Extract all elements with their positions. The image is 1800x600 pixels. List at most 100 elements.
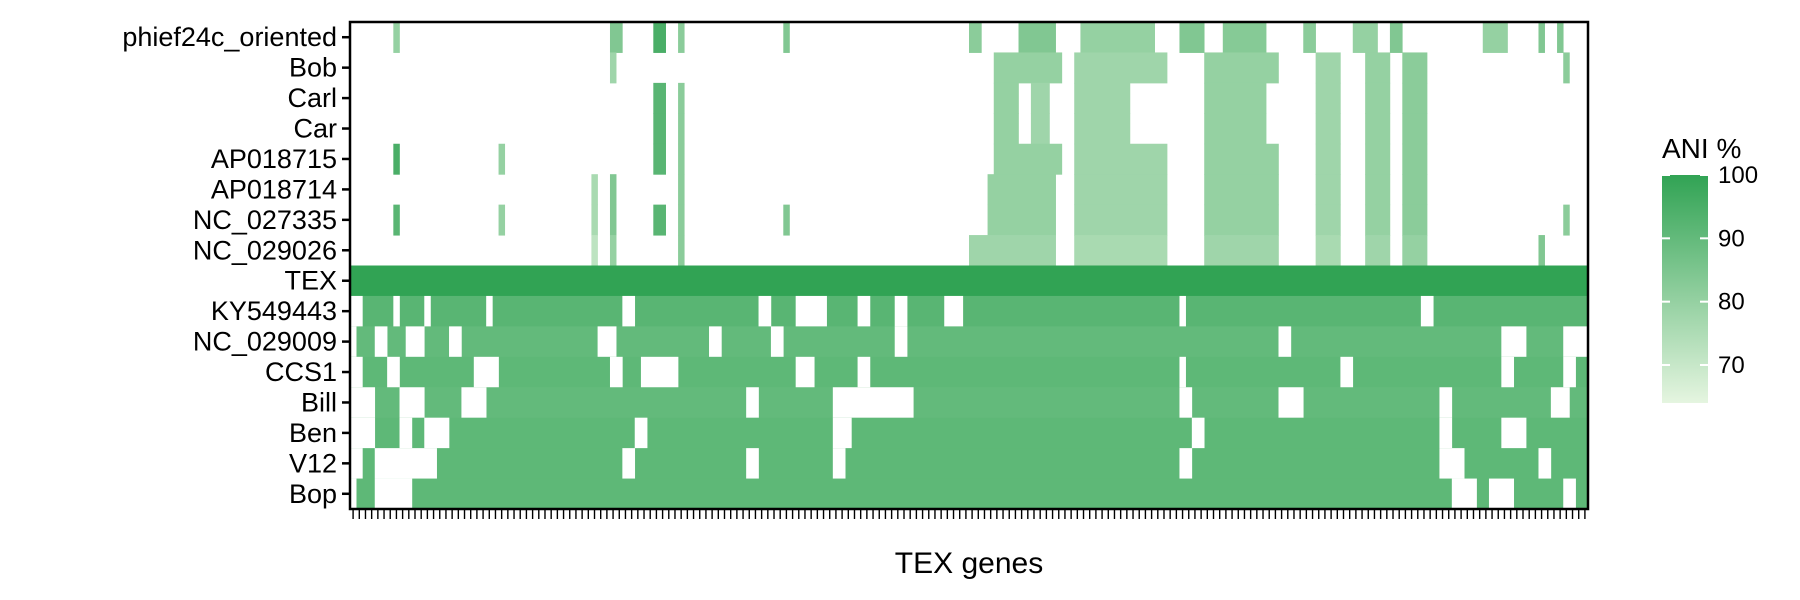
heatmap-cell bbox=[591, 174, 598, 206]
heatmap-cell bbox=[473, 356, 499, 388]
heatmap-cell bbox=[969, 22, 982, 53]
heatmap-cell bbox=[1402, 143, 1428, 175]
heatmap-cell bbox=[1074, 174, 1168, 206]
heatmap-cell bbox=[1315, 174, 1341, 206]
heatmap-cell bbox=[1365, 235, 1391, 266]
heatmap-cell bbox=[1439, 417, 1453, 449]
x-axis-ticks bbox=[352, 509, 1586, 519]
heatmap-cell bbox=[1451, 478, 1477, 510]
legend-tick-label: 100 bbox=[1718, 162, 1758, 189]
heatmap-cell bbox=[1402, 235, 1428, 266]
heatmap-cell bbox=[1439, 387, 1453, 419]
heatmap-row bbox=[350, 478, 1588, 510]
heatmap-cell bbox=[1315, 143, 1341, 175]
heatmap-cell bbox=[944, 295, 964, 327]
heatmap-cell bbox=[894, 295, 908, 327]
heatmap-cell bbox=[374, 448, 437, 480]
heatmap-cell bbox=[1204, 174, 1279, 206]
heatmap-cell bbox=[993, 82, 1019, 114]
heatmap-cell bbox=[486, 295, 493, 327]
heatmap-cell bbox=[894, 326, 908, 358]
heatmap-cell bbox=[1501, 326, 1527, 358]
heatmap-cell bbox=[993, 52, 1063, 84]
heatmap-cell bbox=[405, 326, 425, 358]
heatmap-cell bbox=[1420, 295, 1434, 327]
heatmap-row bbox=[350, 326, 1589, 358]
heatmap-cell bbox=[857, 356, 871, 388]
heatmap-cell bbox=[1030, 113, 1050, 145]
heatmap-cell bbox=[609, 356, 623, 388]
heatmap-cell bbox=[1365, 52, 1391, 84]
heatmap-cell bbox=[374, 478, 413, 510]
heatmap-cell bbox=[987, 174, 1056, 206]
heatmap-cell bbox=[622, 448, 636, 480]
heatmap-cell bbox=[609, 204, 617, 236]
y-tick-label: Car bbox=[293, 114, 337, 144]
heatmap-cell bbox=[597, 326, 617, 358]
heatmap-row-fill bbox=[350, 356, 1588, 388]
heatmap-row bbox=[350, 265, 1588, 297]
heatmap-cells bbox=[350, 22, 1589, 510]
heatmap-cell bbox=[591, 235, 598, 266]
heatmap-cell bbox=[461, 387, 487, 419]
heatmap-cell bbox=[857, 295, 871, 327]
legend: ANI % 70 80 90 100 bbox=[1662, 133, 1758, 403]
heatmap-cell bbox=[653, 113, 666, 145]
y-tick-label: CCS1 bbox=[265, 357, 337, 387]
heatmap-cell bbox=[393, 143, 400, 175]
heatmap-row bbox=[591, 174, 1428, 206]
y-axis: phief24c_orientedBobCarlCarAP018715AP018… bbox=[122, 22, 350, 509]
heatmap-row-fill bbox=[350, 326, 1588, 358]
heatmap-cell bbox=[1179, 356, 1186, 388]
heatmap-cell bbox=[424, 295, 431, 327]
heatmap-cell bbox=[678, 235, 685, 266]
heatmap-cell bbox=[498, 204, 506, 236]
y-tick-label: Bop bbox=[289, 479, 337, 509]
heatmap-cell bbox=[1402, 113, 1428, 145]
heatmap-row bbox=[393, 143, 1428, 175]
y-tick-label: AP018714 bbox=[211, 174, 337, 204]
heatmap-row-fill bbox=[350, 387, 1588, 419]
heatmap-cell bbox=[393, 204, 400, 236]
heatmap-cell bbox=[609, 235, 617, 266]
heatmap-row bbox=[350, 387, 1588, 419]
heatmap-cell bbox=[969, 235, 1056, 266]
heatmap-cell bbox=[1563, 356, 1576, 388]
heatmap-cell bbox=[387, 356, 400, 388]
heatmap-cell bbox=[1074, 52, 1168, 84]
heatmap-cell bbox=[678, 22, 685, 53]
heatmap-cell bbox=[1488, 478, 1515, 510]
legend-ticks: 70 80 90 100 bbox=[1662, 162, 1758, 379]
y-tick-label: phief24c_oriented bbox=[122, 22, 337, 52]
heatmap-cell bbox=[653, 82, 666, 114]
heatmap-cell bbox=[1402, 204, 1428, 236]
heatmap-cell bbox=[1315, 113, 1341, 145]
heatmap-cell bbox=[746, 387, 759, 419]
heatmap-cell bbox=[832, 448, 846, 480]
heatmap-cell bbox=[609, 174, 617, 206]
heatmap-row bbox=[350, 295, 1588, 327]
heatmap-cell bbox=[1179, 387, 1193, 419]
heatmap-cell bbox=[1402, 82, 1428, 114]
heatmap-cell bbox=[1204, 52, 1279, 84]
heatmap-cell bbox=[1365, 204, 1391, 236]
heatmap-cell bbox=[350, 295, 363, 327]
heatmap-cell bbox=[1538, 22, 1545, 53]
heatmap-cell bbox=[1365, 174, 1391, 206]
heatmap-cell bbox=[783, 204, 790, 236]
heatmap-cell bbox=[1030, 82, 1050, 114]
heatmap-cell bbox=[1074, 82, 1131, 114]
heatmap-row bbox=[653, 113, 1428, 145]
heatmap-cell bbox=[1402, 174, 1428, 206]
heatmap-row bbox=[350, 448, 1588, 480]
heatmap-cell bbox=[1365, 82, 1391, 114]
heatmap-cell bbox=[1402, 52, 1428, 84]
heatmap-cell bbox=[1303, 22, 1316, 53]
heatmap-cell bbox=[987, 204, 1056, 236]
heatmap-cell bbox=[1204, 113, 1267, 145]
heatmap-cell bbox=[678, 143, 685, 175]
heatmap-cell bbox=[746, 448, 759, 480]
heatmap-cell bbox=[1563, 478, 1576, 510]
heatmap-row bbox=[393, 22, 1564, 53]
